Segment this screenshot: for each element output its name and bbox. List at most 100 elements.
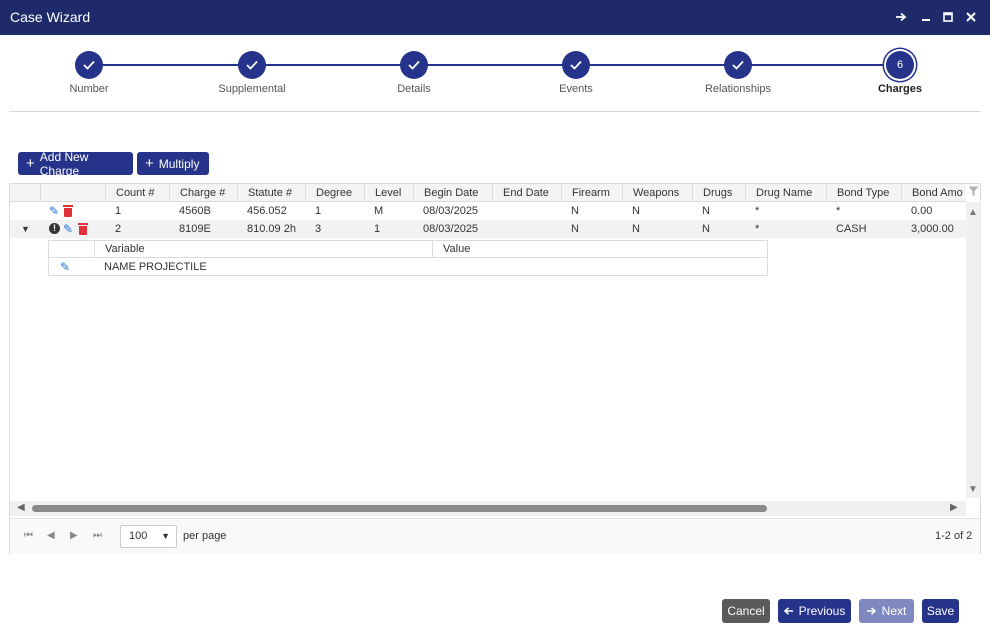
- previous-page-icon[interactable]: ◀: [47, 530, 55, 541]
- step-charges-circle[interactable]: 6: [886, 51, 914, 79]
- previous-button[interactable]: Previous: [778, 599, 851, 623]
- cell-end-date: [492, 202, 561, 220]
- header-weapons[interactable]: Weapons: [622, 184, 692, 201]
- scroll-up-icon[interactable]: ▲: [968, 207, 978, 218]
- scroll-right-icon[interactable]: ▶: [950, 502, 958, 513]
- chevron-down-icon: ▼: [161, 531, 170, 541]
- add-new-charge-label: Add New Charge: [39, 149, 89, 178]
- header-firearm[interactable]: Firearm: [561, 184, 622, 201]
- edit-pencil-icon[interactable]: ✎: [49, 204, 60, 218]
- cancel-button[interactable]: Cancel: [722, 599, 770, 623]
- stepper-line: [89, 64, 899, 66]
- cell-degree: 1: [315, 205, 322, 217]
- horizontal-scroll-thumb[interactable]: [32, 505, 767, 512]
- header-level[interactable]: Level: [364, 184, 413, 201]
- pin-icon[interactable]: [893, 8, 909, 26]
- cell-statute: 810.09 2h: [247, 223, 296, 235]
- header-count[interactable]: Count #: [105, 184, 169, 201]
- multiply-button[interactable]: + Multiply: [137, 152, 209, 175]
- delete-trash-icon[interactable]: [63, 205, 73, 217]
- last-page-icon[interactable]: ⏭: [93, 530, 102, 541]
- delete-trash-icon[interactable]: [78, 223, 88, 235]
- step-number-check-icon[interactable]: [75, 51, 103, 79]
- header-statute[interactable]: Statute #: [237, 184, 305, 201]
- step-supplemental-check-icon[interactable]: [238, 51, 266, 79]
- arrow-left-icon: [783, 604, 793, 618]
- scroll-left-icon[interactable]: ◀: [17, 502, 25, 513]
- cell-weapons: N: [632, 223, 640, 235]
- pager-range: 1-2 of 2: [935, 530, 973, 542]
- save-button[interactable]: Save: [922, 599, 959, 623]
- cell-firearm: N: [571, 223, 579, 235]
- first-page-icon[interactable]: ⏮: [24, 530, 33, 541]
- collapse-caret-icon[interactable]: ▼: [21, 224, 30, 234]
- scroll-down-icon[interactable]: ▼: [968, 484, 978, 495]
- header-expand-col: [10, 184, 40, 201]
- cell-degree: 3: [315, 223, 322, 235]
- close-icon[interactable]: [963, 8, 979, 26]
- multiply-label: Multiply: [158, 156, 200, 171]
- cell-count: 2: [115, 223, 122, 235]
- subgrid-header: Variable Value: [49, 241, 767, 258]
- cell-drugs: N: [702, 205, 710, 217]
- cell-drug-name: *: [755, 205, 760, 217]
- cell-drugs: N: [702, 223, 710, 235]
- detail-subgrid: Variable Value ✎ NAME PROJECTILE: [48, 240, 768, 276]
- maximize-icon[interactable]: [940, 8, 956, 26]
- plus-icon: +: [26, 155, 35, 172]
- step-label-relationships: Relationships: [704, 83, 772, 95]
- edit-pencil-icon[interactable]: ✎: [63, 222, 74, 236]
- window-title: Case Wizard: [10, 9, 91, 25]
- cell-bond-type: CASH: [836, 223, 867, 235]
- step-details-check-icon[interactable]: [400, 51, 428, 79]
- title-bar: Case Wizard: [0, 0, 990, 35]
- cell-begin-date: 08/03/2025: [423, 223, 479, 235]
- table-row[interactable]: ▼ ! ✎ 2 8109E 810.09 2h 3 1 08/03/2025 N…: [10, 220, 966, 238]
- cell-count: 1: [115, 205, 122, 217]
- next-button[interactable]: Next: [859, 599, 914, 623]
- warning-icon[interactable]: !: [49, 223, 60, 234]
- header-begin-date[interactable]: Begin Date: [413, 184, 492, 201]
- cell-drug-name: *: [755, 223, 760, 235]
- arrow-right-icon: [866, 604, 876, 618]
- cell-begin-date: 08/03/2025: [423, 205, 479, 217]
- step-label-charges: Charges: [877, 83, 923, 95]
- header-divider: [9, 111, 981, 112]
- header-bond-type[interactable]: Bond Type: [826, 184, 901, 201]
- minimize-icon[interactable]: [918, 8, 934, 26]
- step-relationships-check-icon[interactable]: [724, 51, 752, 79]
- horizontal-scrollbar[interactable]: ◀ ▶: [10, 501, 966, 516]
- per-page-label: per page: [183, 530, 227, 542]
- subgrid-header-value[interactable]: Value: [432, 241, 767, 258]
- header-bond-amount[interactable]: Bond Amo: [901, 184, 966, 201]
- header-degree[interactable]: Degree: [305, 184, 364, 201]
- subgrid-header-variable[interactable]: Variable: [94, 241, 432, 258]
- header-drug-name[interactable]: Drug Name: [745, 184, 826, 201]
- cell-value: [432, 258, 767, 276]
- edit-pencil-icon[interactable]: ✎: [60, 260, 71, 274]
- next-label: Next: [881, 604, 907, 618]
- add-new-charge-button[interactable]: + Add New Charge: [18, 149, 133, 178]
- cell-bond-amount: 3,000.00: [911, 223, 954, 235]
- cell-bond-type: *: [836, 205, 841, 217]
- page-size-value: 100: [129, 530, 148, 542]
- cell-charge: 8109E: [179, 223, 211, 235]
- cell-charge: 4560B: [179, 205, 211, 217]
- header-end-date[interactable]: End Date: [492, 184, 561, 201]
- step-label-supplemental: Supplemental: [218, 83, 286, 95]
- cell-firearm: N: [571, 205, 579, 217]
- header-charge[interactable]: Charge #: [169, 184, 237, 201]
- step-label-events: Events: [559, 83, 593, 95]
- step-events-check-icon[interactable]: [562, 51, 590, 79]
- subgrid-header-actions: [49, 241, 94, 258]
- next-page-icon[interactable]: ▶: [70, 530, 78, 541]
- column-filter-icon[interactable]: [968, 186, 979, 200]
- page-size-select[interactable]: 100 ▼: [120, 525, 177, 548]
- table-row[interactable]: ✎ 1 4560B 456.052 1 M 08/03/2025 N N N *…: [10, 202, 966, 220]
- subgrid-row[interactable]: ✎ NAME PROJECTILE: [49, 258, 767, 276]
- cell-weapons: N: [632, 205, 640, 217]
- vertical-scrollbar[interactable]: ▲ ▼: [966, 202, 981, 498]
- grid-header: Count # Charge # Statute # Degree Level …: [10, 184, 966, 202]
- cell-variable: NAME PROJECTILE: [104, 261, 207, 273]
- header-drugs[interactable]: Drugs: [692, 184, 745, 201]
